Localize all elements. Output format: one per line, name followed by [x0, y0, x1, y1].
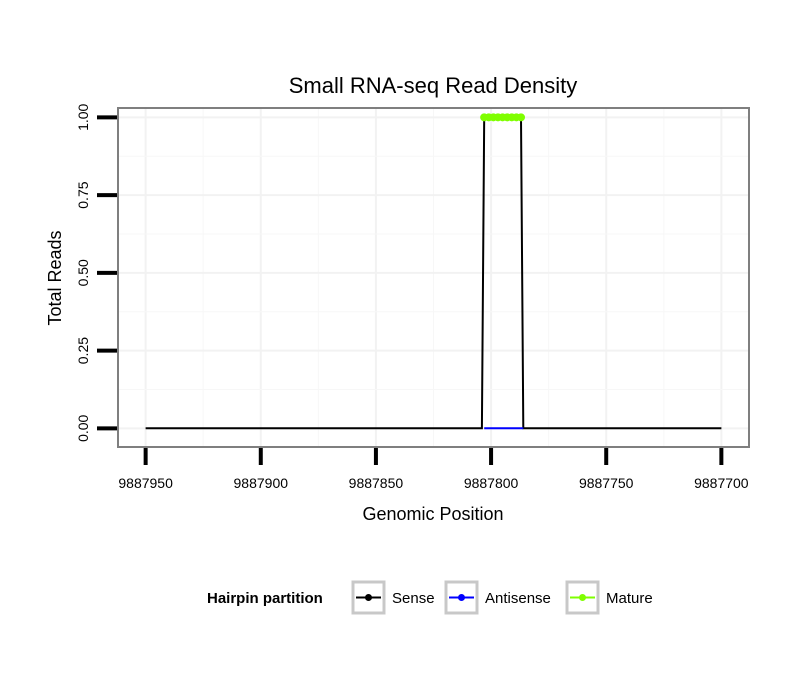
grid — [118, 108, 749, 447]
x-tick-label: 9887900 — [234, 475, 289, 491]
x-tick-label: 9887800 — [464, 475, 519, 491]
legend-items: Sense Antisense Mature — [351, 580, 653, 615]
legend-label-mature: Mature — [606, 590, 653, 607]
y-tick-label: 0.50 — [75, 259, 91, 286]
legend-key-point — [458, 594, 465, 601]
x-tick-label: 9887950 — [118, 475, 173, 491]
chart-title: Small RNA-seq Read Density — [289, 73, 578, 98]
series-point-mature — [517, 113, 526, 122]
series-layer — [145, 113, 722, 430]
legend-key-point — [365, 594, 372, 601]
legend-label-sense: Sense — [392, 590, 435, 607]
legend: Hairpin partition Sense Antisense Mature — [207, 580, 653, 615]
x-tick-label: 9887750 — [579, 475, 634, 491]
y-tick-label: 0.25 — [75, 337, 91, 364]
y-tick-label: 1.00 — [75, 103, 91, 130]
legend-key-point — [579, 594, 586, 601]
legend-label-antisense: Antisense — [485, 590, 551, 607]
x-tick-label: 9887700 — [694, 475, 749, 491]
plot-panel-border — [117, 107, 750, 448]
legend-title: Hairpin partition — [207, 590, 323, 607]
x-axis-label: Genomic Position — [362, 504, 503, 524]
x-tick-label: 9887850 — [349, 475, 404, 491]
y-axis-label: Total Reads — [45, 230, 65, 325]
y-tick-label: 0.75 — [75, 181, 91, 208]
axes: 9887950 9887900 9887850 9887800 9887750 98877… — [75, 103, 749, 491]
y-tick-label: 0.00 — [75, 414, 91, 441]
